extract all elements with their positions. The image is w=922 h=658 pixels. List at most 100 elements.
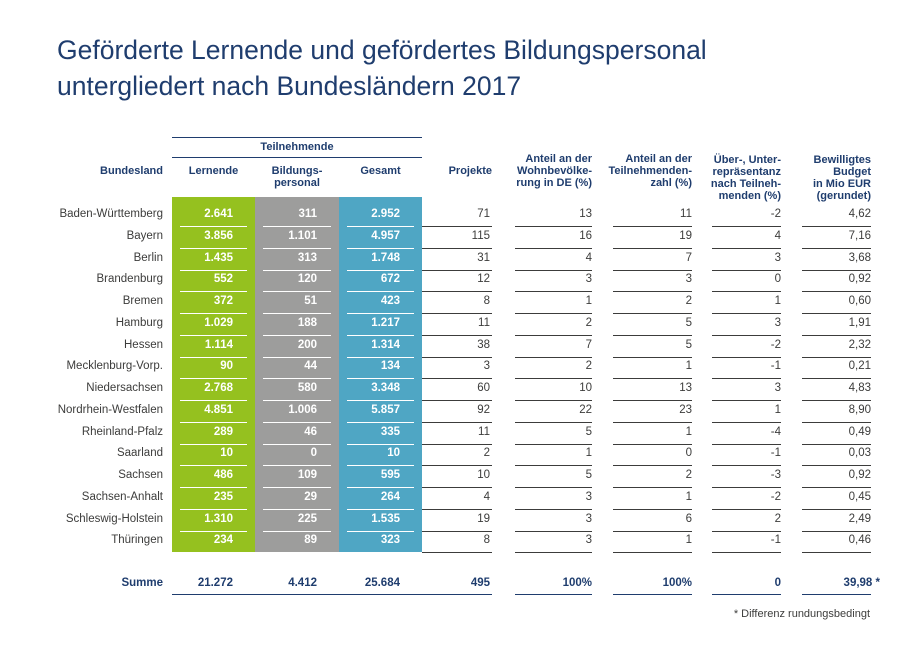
cell-bundesland: Schleswig-Holstein xyxy=(65,512,163,525)
cell-budget: 7,16 xyxy=(848,229,871,242)
row-separator xyxy=(515,421,592,423)
row-separator xyxy=(712,269,781,271)
cell-anteil-teilnehmende: 1 xyxy=(685,425,692,438)
header-line: Projekte xyxy=(448,165,492,177)
cell-repraesentanz: 3 xyxy=(774,316,781,329)
header-anteil-bevoelkerung: Anteil an der Wohnbevölke-rung in DE (%) xyxy=(503,153,592,189)
row-separator xyxy=(180,334,247,336)
row-separator xyxy=(422,313,492,314)
cell-anteil-teilnehmende: 1 xyxy=(685,360,692,373)
row-separator xyxy=(347,291,414,293)
row-separator xyxy=(180,226,247,227)
cell-bundesland: Bremen xyxy=(122,295,163,307)
cell-repraesentanz: -2 xyxy=(770,338,781,351)
header-line: Bewilligtes xyxy=(813,154,871,166)
row-separator xyxy=(613,378,692,380)
header-lernende: Lernende xyxy=(172,165,255,177)
cell-gesamt: 323 xyxy=(380,534,400,547)
row-separator xyxy=(422,443,492,445)
cell-anteil-bevoelkerung: 7 xyxy=(585,338,592,351)
cell-budget: 39,98 * xyxy=(843,577,880,589)
cell-gesamt: 134 xyxy=(380,360,400,373)
row-separator xyxy=(613,443,692,445)
row-separator xyxy=(613,269,692,271)
cell-bundesland: Thüringen xyxy=(111,534,163,547)
row-separator xyxy=(263,291,331,293)
cell-projekte: 12 xyxy=(477,273,490,286)
group-top-line xyxy=(172,137,422,138)
footnote: * Differenz rundungsbedingt xyxy=(733,608,870,620)
row-separator xyxy=(180,508,247,510)
row-separator xyxy=(712,291,781,293)
cell-bildungspersonal: 1.101 xyxy=(288,229,317,242)
row-separator xyxy=(613,552,692,554)
cell-bildungspersonal: 89 xyxy=(304,534,317,547)
cell-projekte: 8 xyxy=(483,295,490,307)
header-line: nach Teilneh- xyxy=(710,178,781,190)
header-line: zahl (%) xyxy=(650,177,692,189)
row-separator xyxy=(613,530,692,532)
cell-anteil-bevoelkerung: 1 xyxy=(585,447,592,460)
cell-bundesland: Hessen xyxy=(124,338,163,351)
cell-repraesentanz: -2 xyxy=(770,208,781,220)
row-separator xyxy=(802,443,871,445)
row-separator xyxy=(802,247,871,249)
row-separator xyxy=(712,400,781,401)
cell-lernende: 21.272 xyxy=(197,577,233,589)
row-separator xyxy=(180,313,247,314)
cell-bundesland: Bayern xyxy=(126,229,163,242)
cell-repraesentanz: 1 xyxy=(774,403,781,416)
cell-anteil-bevoelkerung: 2 xyxy=(585,316,592,329)
cell-lernende: 3.856 xyxy=(204,229,233,242)
row-separator xyxy=(422,421,492,423)
row-separator xyxy=(263,421,331,423)
cell-projekte: 11 xyxy=(478,425,490,438)
row-separator xyxy=(347,247,414,249)
row-separator xyxy=(347,487,414,488)
header-line: Anteil an der xyxy=(525,153,592,165)
row-separator xyxy=(712,421,781,423)
cell-gesamt: 25.684 xyxy=(364,577,400,589)
header-bundesland: Bundesland xyxy=(40,165,163,177)
cell-anteil-teilnehmende: 11 xyxy=(680,208,692,220)
cell-lernende: 235 xyxy=(213,490,233,503)
cell-bildungspersonal: 200 xyxy=(297,338,317,351)
row-separator xyxy=(422,400,492,401)
cell-projekte: 8 xyxy=(483,534,490,547)
cell-lernende: 90 xyxy=(220,360,233,373)
cell-anteil-teilnehmende: 7 xyxy=(685,251,692,264)
header-line: in Mio EUR xyxy=(812,178,871,190)
cell-anteil-teilnehmende: 5 xyxy=(685,338,692,351)
cell-bundesland: Hamburg xyxy=(115,316,163,329)
cell-gesamt: 5.857 xyxy=(371,403,400,416)
cell-bildungspersonal: 44 xyxy=(304,360,317,373)
cell-bildungspersonal: 188 xyxy=(297,316,317,329)
cell-budget: 0,45 xyxy=(848,490,871,503)
cell-lernende: 1.114 xyxy=(204,338,233,351)
row-separator xyxy=(180,269,247,271)
cell-anteil-teilnehmende: 3 xyxy=(685,273,692,286)
row-separator xyxy=(263,313,331,314)
cell-gesamt: 1.535 xyxy=(371,512,400,525)
cell-bundesland: Saarland xyxy=(116,447,163,460)
row-separator xyxy=(263,487,331,488)
row-separator xyxy=(347,334,414,336)
cell-bildungspersonal: 313 xyxy=(297,251,317,264)
row-separator xyxy=(422,226,492,227)
cell-budget: 3,68 xyxy=(848,251,871,264)
cell-bundesland: Niedersachsen xyxy=(86,382,163,394)
row-separator xyxy=(613,594,692,595)
cell-projekte: 92 xyxy=(477,403,490,416)
page-title: Geförderte Lernende und gefördertes Bild… xyxy=(57,32,707,104)
row-separator xyxy=(802,291,871,293)
cell-anteil-teilnehmende: 19 xyxy=(679,229,692,242)
cell-bildungspersonal: 46 xyxy=(304,425,317,438)
cell-anteil-bevoelkerung: 16 xyxy=(579,229,592,242)
row-separator xyxy=(180,400,247,401)
cell-repraesentanz: 4 xyxy=(774,229,781,242)
cell-budget: 0,92 xyxy=(848,469,871,481)
row-separator xyxy=(802,552,871,554)
cell-bundesland: Baden-Württemberg xyxy=(59,208,163,220)
cell-repraesentanz: -1 xyxy=(770,534,781,547)
cell-budget: 0,21 xyxy=(848,360,871,373)
